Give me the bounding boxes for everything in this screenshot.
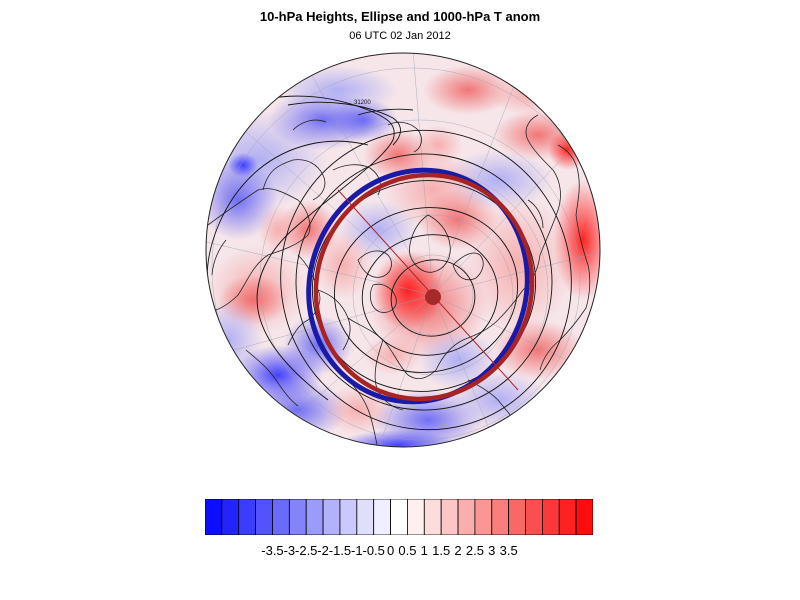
colorbar-box: [288, 499, 307, 535]
colorbar-tick-label: 3.5: [499, 543, 518, 558]
colorbar-box: [339, 499, 358, 535]
colorbar-box: [272, 499, 290, 535]
colorbar-box: [205, 499, 223, 535]
colorbar-tick-label: -1.5: [328, 543, 352, 558]
colorbar-box: [390, 499, 408, 535]
colorbar-tick-label: 2.5: [465, 543, 484, 558]
colorbar-tick-label: -1: [351, 543, 363, 558]
colorbar-box: [508, 499, 526, 535]
colorbar-tick-label: -3.5: [261, 543, 284, 558]
colorbar-box: [356, 499, 375, 535]
colorbar-tick-label: -3: [283, 543, 296, 558]
polar-map: 31200: [205, 52, 601, 448]
colorbar-box: [373, 499, 391, 535]
ellipse-center-dot: [425, 289, 441, 305]
colorbar-box: [541, 499, 560, 535]
colorbar-tick-label: 3: [488, 543, 496, 558]
red-ellipse: [313, 172, 535, 402]
colorbar-box: [305, 499, 324, 535]
colorbar-tick-label: 2: [454, 543, 462, 558]
colorbar-box: [255, 499, 273, 535]
colorbar-tick-label: -2: [317, 543, 329, 558]
colorbar: [205, 499, 593, 535]
globe-outline: [205, 52, 601, 448]
colorbar-tick-label: -0.5: [362, 543, 385, 558]
colorbar-box: [491, 499, 510, 535]
ellipse-major-axis: [337, 189, 519, 391]
polar-vortex-ellipses: [306, 167, 535, 405]
colorbar-tick-label: 1: [420, 543, 428, 558]
colorbar-box: [525, 499, 543, 535]
colorbar-tick-label: -2.5: [295, 543, 318, 558]
colorbar-labels: -3.5 -3 -2.5 -2 -1.5 -1 -0.5 0 0.5 1 1.5 2 2.5 3 3.5: [205, 543, 593, 561]
height-contours: [206, 95, 572, 431]
colorbar-box: [221, 499, 240, 535]
colorbar-box: [407, 499, 425, 535]
colorbar-box: [440, 499, 459, 535]
coastlines: [207, 114, 591, 447]
colorbar-box: [457, 499, 476, 535]
map-subtitle: 06 UTC 02 Jan 2012: [349, 30, 451, 42]
colorbar-tick-label: 0: [386, 543, 395, 558]
colorbar-tick-label: 1.5: [432, 543, 451, 558]
colorbar-boxes: [205, 499, 593, 535]
colorbar-box: [558, 499, 577, 535]
colorbar-box: [474, 499, 493, 535]
colorbar-box: [575, 499, 593, 535]
colorbar-box: [238, 499, 257, 535]
map-title: 10-hPa Heights, Ellipse and 1000-hPa T a…: [259, 9, 541, 24]
colorbar-box: [322, 499, 341, 535]
contour-label: 31200: [354, 100, 371, 106]
colorbar-box: [423, 499, 442, 535]
colorbar-tick-label: 0.5: [398, 543, 417, 558]
blue-ellipse: [306, 167, 530, 405]
